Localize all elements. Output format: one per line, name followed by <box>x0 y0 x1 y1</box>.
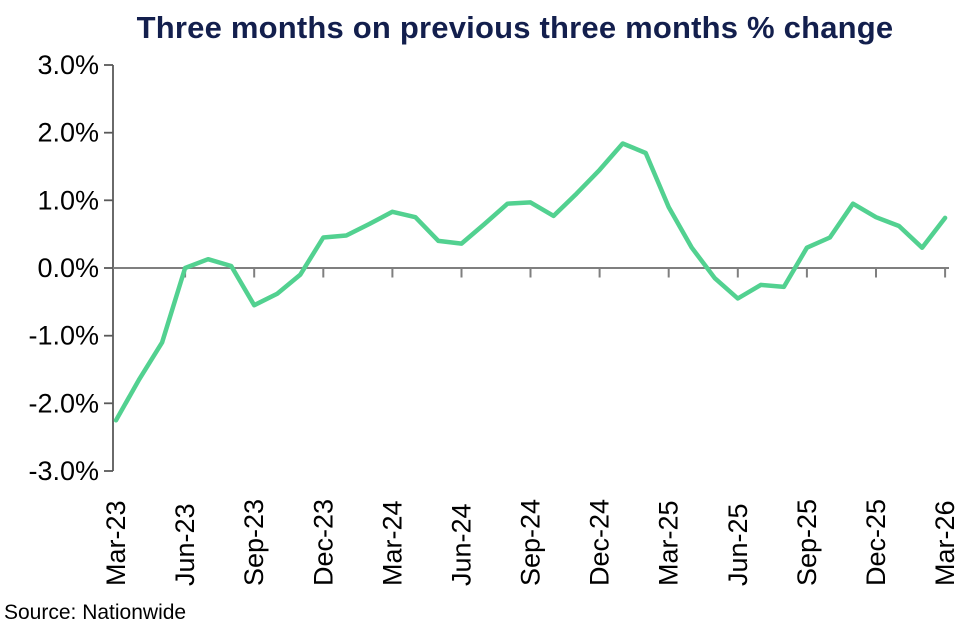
y-tick-label: -1.0% <box>28 321 99 351</box>
y-tick-label: 3.0% <box>37 50 99 80</box>
y-tick-label: -3.0% <box>28 456 99 486</box>
x-tick-label: Mar-24 <box>377 500 407 586</box>
source-note: Source: Nationwide <box>4 601 187 624</box>
chart-title: Three months on previous three months % … <box>136 10 894 45</box>
y-tick-label: 2.0% <box>37 118 99 148</box>
y-tick-label: 0.0% <box>37 253 99 283</box>
y-tick-label: -2.0% <box>28 388 99 418</box>
x-tick-label: Jun-25 <box>723 503 753 586</box>
x-tick-label: Sep-24 <box>516 499 546 586</box>
x-tick-label: Sep-25 <box>792 499 822 586</box>
x-tick-label: Jun-23 <box>170 503 200 586</box>
x-tick-label: Mar-23 <box>101 500 131 586</box>
x-tick-label: Sep-23 <box>239 499 269 586</box>
x-tick-label: Dec-24 <box>585 499 615 586</box>
data-line <box>113 141 948 423</box>
x-tick-label: Dec-23 <box>308 499 338 586</box>
y-tick-label: 1.0% <box>37 185 99 215</box>
x-tick-label: Jun-24 <box>447 503 477 586</box>
x-tick-label: Mar-25 <box>654 500 684 586</box>
x-tick-label: Dec-25 <box>861 499 891 586</box>
x-tick-label: Mar-26 <box>930 500 960 586</box>
